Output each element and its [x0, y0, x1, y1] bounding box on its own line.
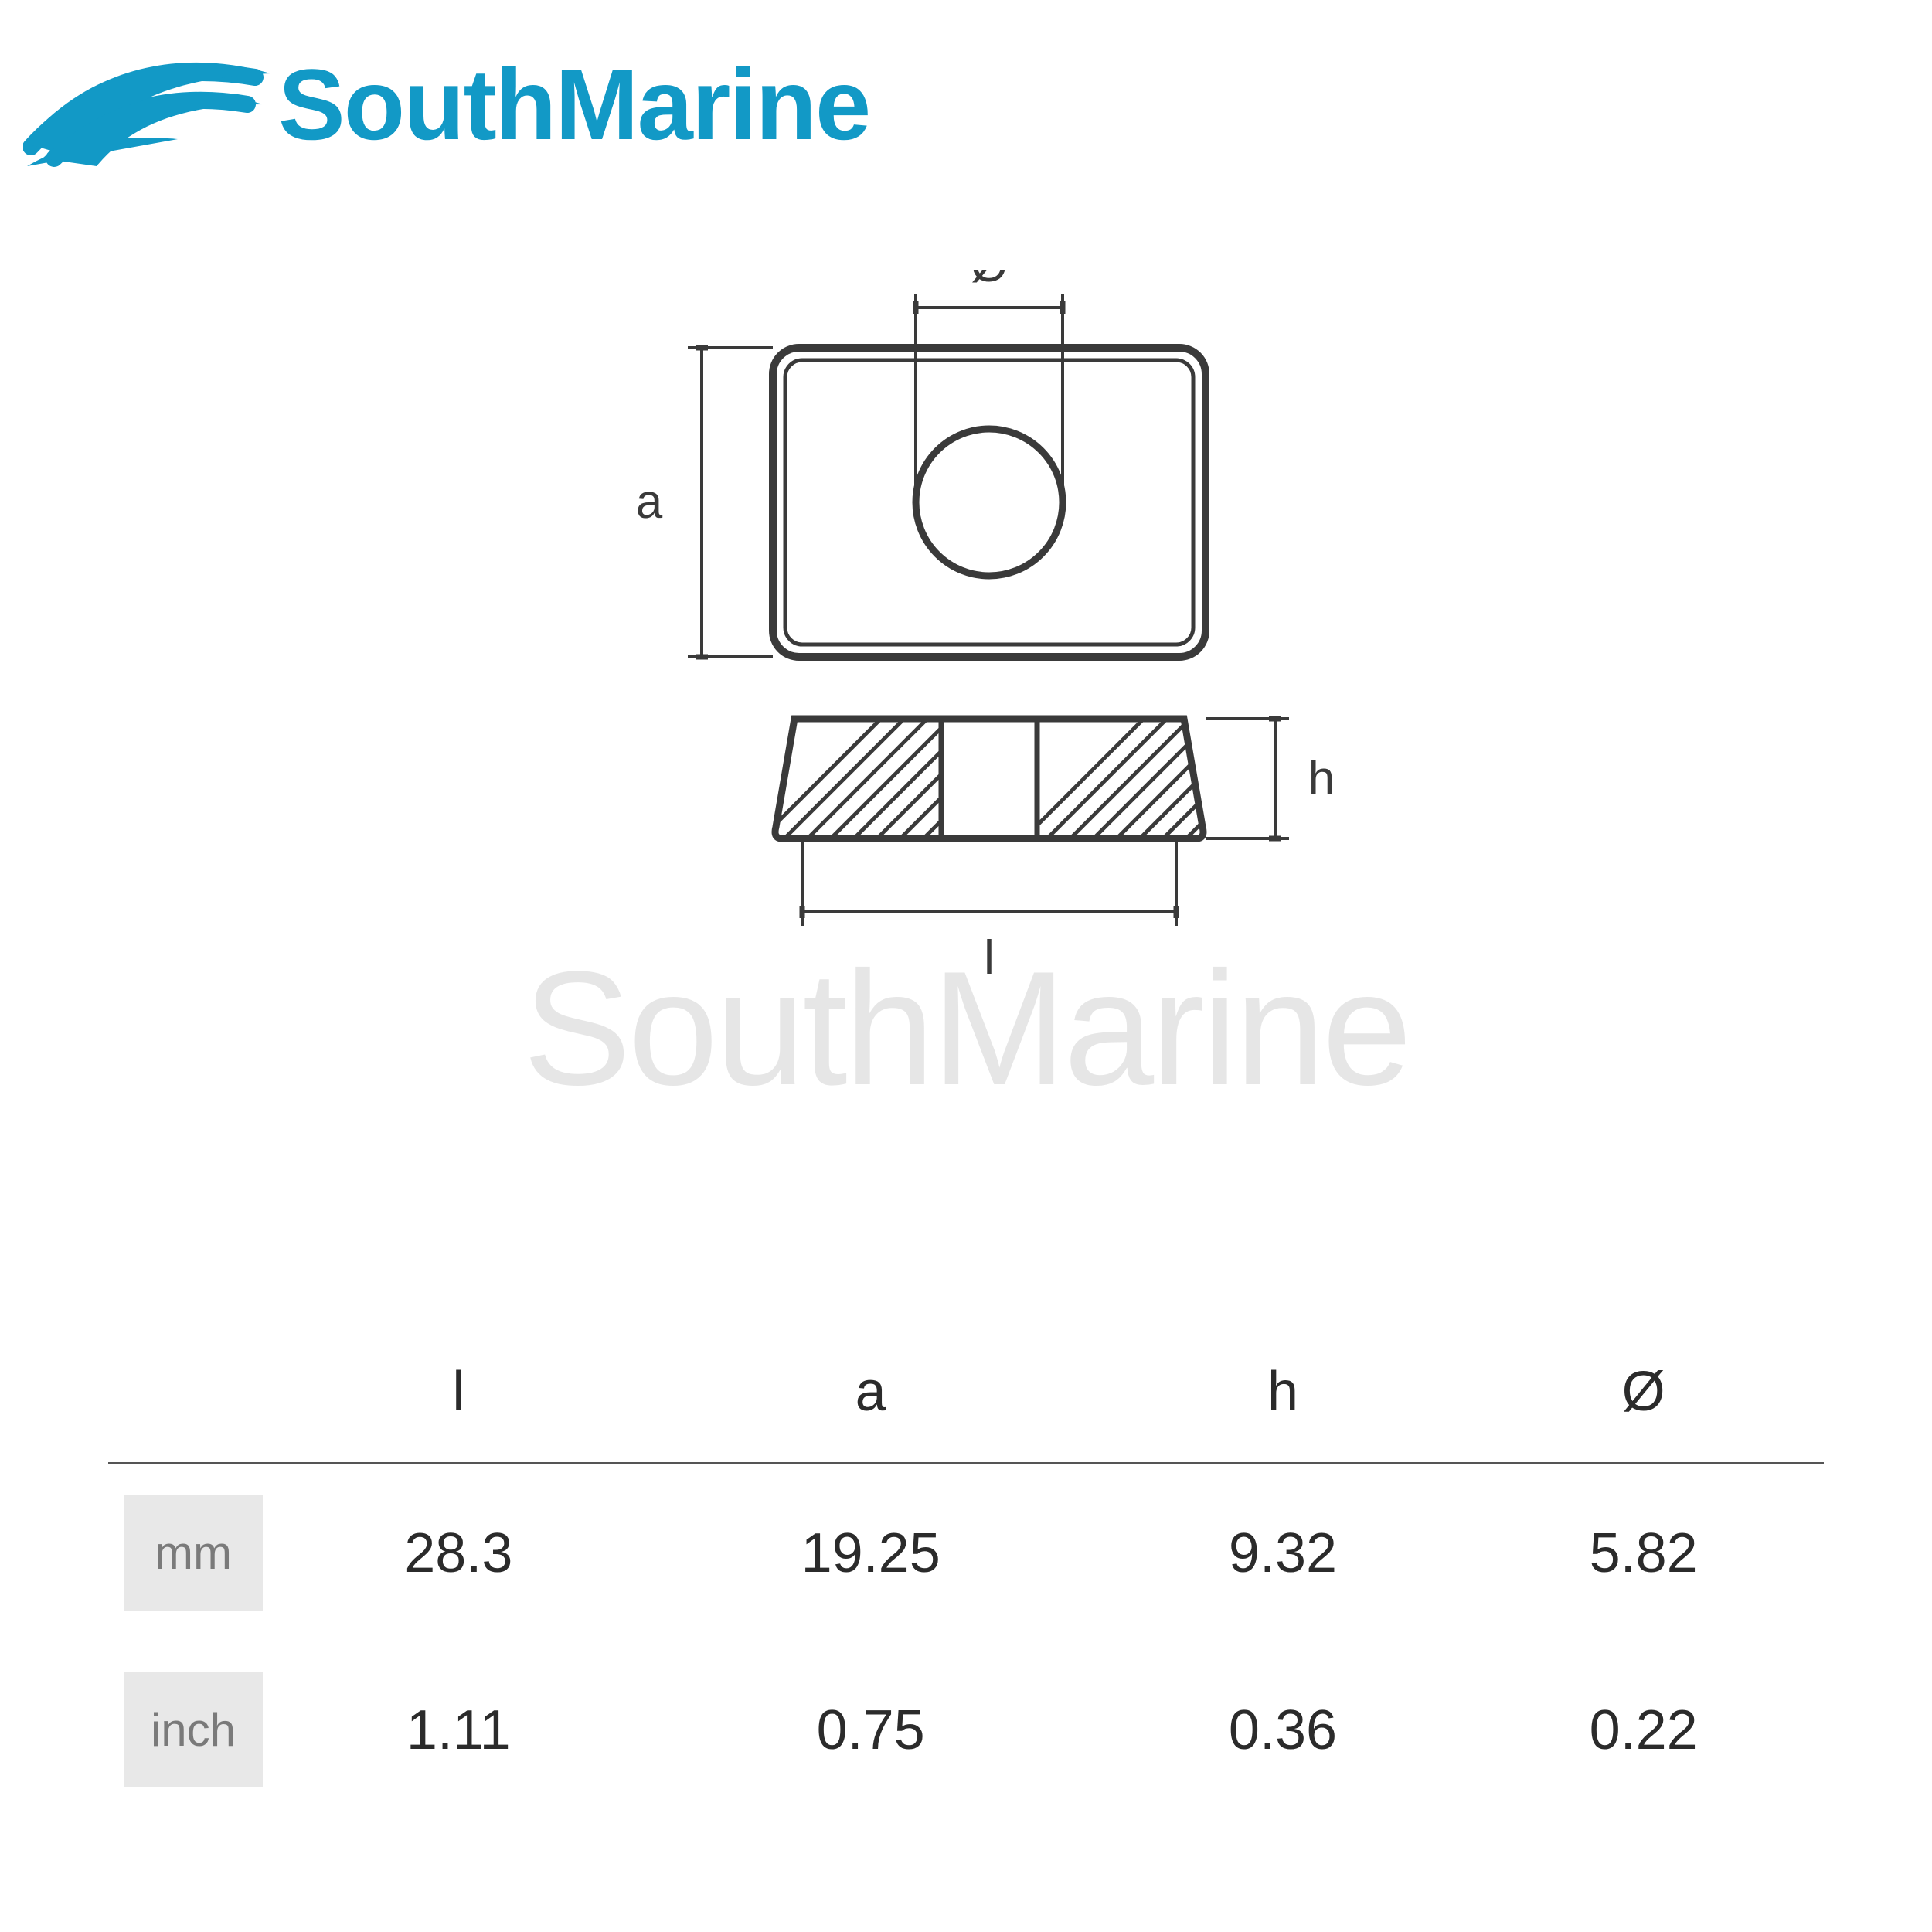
col-a: a — [639, 1337, 1103, 1462]
diameter-label: Ø — [971, 270, 1008, 292]
cell: 0.75 — [639, 1641, 1103, 1818]
cell: 0.22 — [1463, 1641, 1824, 1818]
brand-logo: SouthMarine — [23, 31, 869, 178]
l-label: l — [984, 931, 995, 985]
brand-name: SouthMarine — [278, 46, 869, 162]
h-label: h — [1308, 752, 1335, 805]
cell: 19.25 — [639, 1464, 1103, 1641]
table-row: mm 28.3 19.25 9.32 5.82 — [108, 1464, 1824, 1641]
cell: 5.82 — [1463, 1464, 1824, 1641]
wave-icon — [23, 31, 278, 178]
a-label: a — [636, 475, 663, 529]
table-header-row: l a h Ø — [108, 1337, 1824, 1462]
technical-diagram: Ø a — [464, 270, 1468, 1043]
col-diameter: Ø — [1463, 1337, 1824, 1462]
col-h: h — [1103, 1337, 1464, 1462]
col-l: l — [278, 1337, 639, 1462]
dimensions-table: l a h Ø mm 28.3 19.25 9.32 5.82 inch 1.1… — [108, 1337, 1824, 1818]
unit-inch: inch — [124, 1672, 263, 1787]
cell: 1.11 — [278, 1641, 639, 1818]
cell: 9.32 — [1103, 1464, 1464, 1641]
cell: 0.36 — [1103, 1641, 1464, 1818]
unit-mm: mm — [124, 1495, 263, 1611]
cell: 28.3 — [278, 1464, 639, 1641]
table-row: inch 1.11 0.75 0.36 0.22 — [108, 1641, 1824, 1818]
